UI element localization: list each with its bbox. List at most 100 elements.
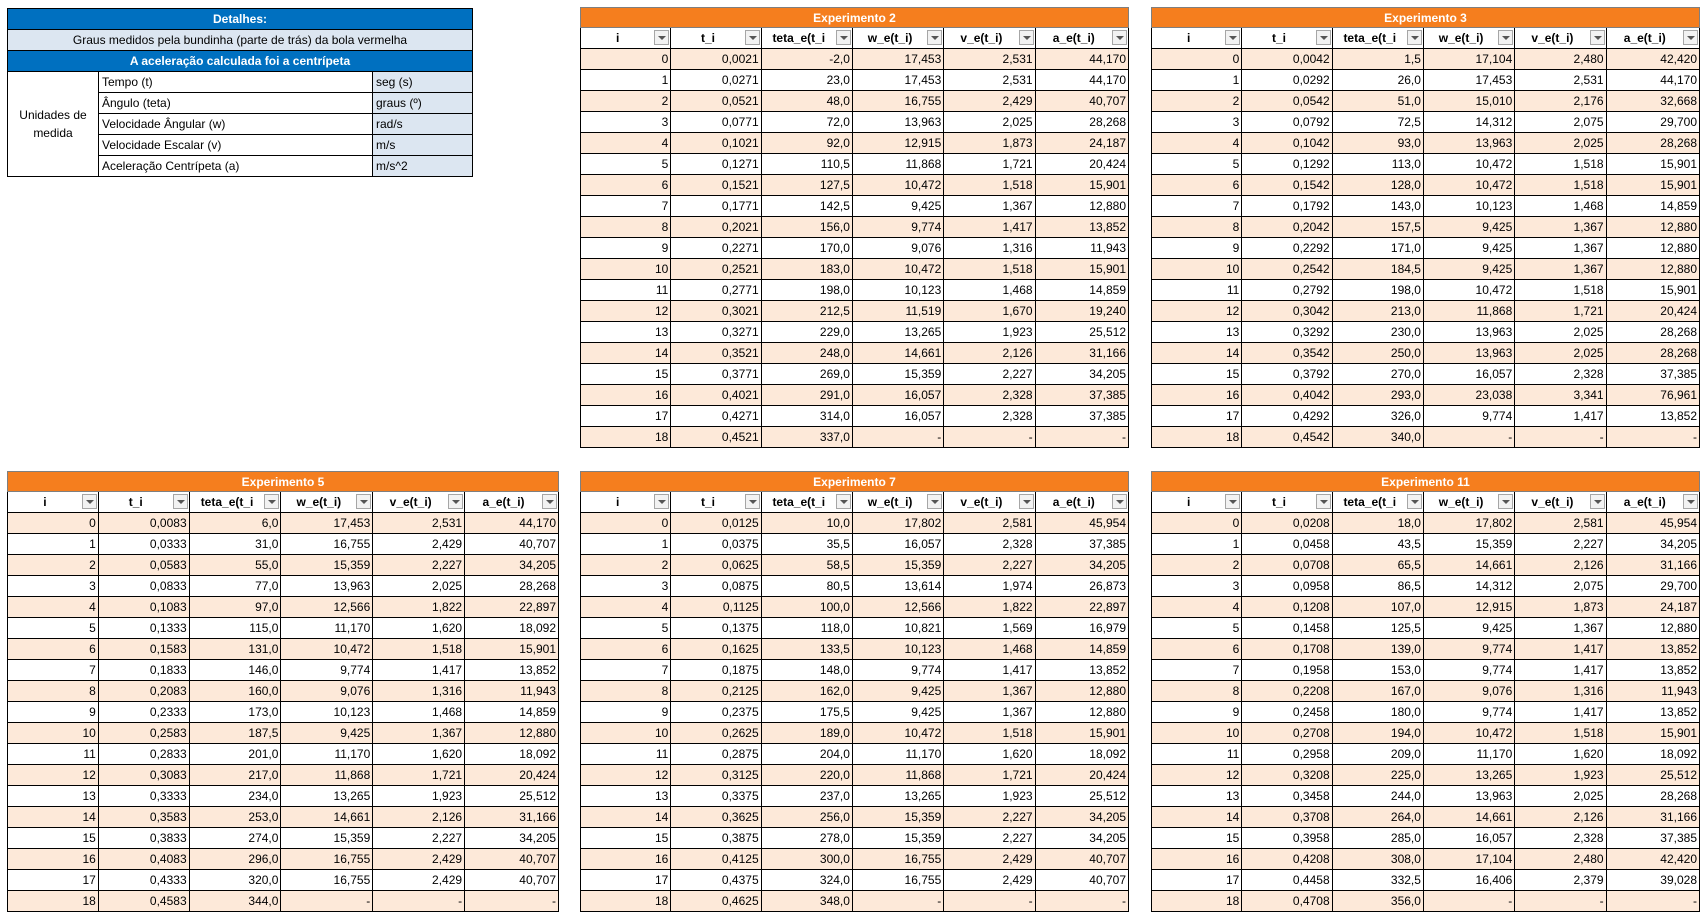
cell-theta[interactable]: 97,0 bbox=[188, 596, 282, 618]
cell-w[interactable]: 15,359 bbox=[1422, 533, 1516, 555]
cell-i[interactable]: 16 bbox=[579, 848, 672, 870]
cell-theta[interactable]: 198,0 bbox=[760, 279, 853, 301]
cell-theta[interactable]: 93,0 bbox=[1331, 132, 1424, 154]
cell-t[interactable]: 0,1458 bbox=[1241, 617, 1333, 639]
cell-v[interactable]: 1,468 bbox=[943, 638, 1036, 660]
cell-a[interactable]: 37,385 bbox=[1605, 827, 1701, 849]
cell-a[interactable]: 37,385 bbox=[1605, 363, 1701, 385]
unit-value-cell[interactable]: graus (º) bbox=[372, 92, 473, 114]
cell-w[interactable]: 13,963 bbox=[1422, 342, 1516, 364]
cell-theta[interactable]: 92,0 bbox=[760, 132, 853, 154]
cell-v[interactable]: 1,417 bbox=[1514, 701, 1607, 723]
cell-v[interactable]: 1,569 bbox=[943, 617, 1036, 639]
cell-w[interactable]: 15,359 bbox=[280, 554, 374, 576]
cell-theta[interactable]: 220,0 bbox=[760, 764, 853, 786]
cell-t[interactable]: 0,2271 bbox=[670, 237, 762, 259]
cell-t[interactable]: 0,4625 bbox=[670, 890, 762, 912]
cell-theta[interactable]: 43,5 bbox=[1331, 533, 1424, 555]
cell-a[interactable]: 13,852 bbox=[1605, 405, 1701, 427]
cell-i[interactable]: 8 bbox=[579, 680, 672, 702]
cell-theta[interactable]: 173,0 bbox=[188, 701, 282, 723]
cell-t[interactable]: 0,3208 bbox=[1241, 764, 1333, 786]
cell-theta[interactable]: 133,5 bbox=[760, 638, 853, 660]
cell-i[interactable]: 0 bbox=[579, 512, 672, 534]
cell-w[interactable]: 10,472 bbox=[851, 258, 945, 280]
cell-i[interactable]: 9 bbox=[1150, 237, 1243, 259]
cell-theta[interactable]: 48,0 bbox=[760, 90, 853, 112]
cell-a[interactable]: 14,859 bbox=[1605, 195, 1701, 217]
cell-w[interactable]: 11,868 bbox=[280, 764, 374, 786]
cell-w[interactable]: 9,425 bbox=[851, 701, 945, 723]
cell-t[interactable]: 0,2708 bbox=[1241, 722, 1333, 744]
cell-theta[interactable]: -2,0 bbox=[760, 48, 853, 70]
filter-dropdown-icon[interactable] bbox=[264, 494, 280, 509]
cell-v[interactable]: 2,531 bbox=[943, 48, 1036, 70]
cell-a[interactable]: 28,268 bbox=[1605, 132, 1701, 154]
cell-theta[interactable]: 212,5 bbox=[760, 300, 853, 322]
cell-w[interactable]: 16,057 bbox=[1422, 827, 1516, 849]
cell-a[interactable]: 15,901 bbox=[1605, 153, 1701, 175]
cell-w[interactable]: 16,755 bbox=[280, 869, 374, 891]
cell-t[interactable]: 0,2875 bbox=[670, 743, 762, 765]
cell-v[interactable]: - bbox=[1514, 426, 1607, 448]
cell-w[interactable]: 11,170 bbox=[280, 743, 374, 765]
cell-a[interactable]: 28,268 bbox=[1605, 785, 1701, 807]
filter-dropdown-icon[interactable] bbox=[654, 494, 670, 509]
cell-v[interactable]: 2,581 bbox=[943, 512, 1036, 534]
column-header-t[interactable]: t_i bbox=[1241, 27, 1333, 49]
cell-a[interactable]: 42,420 bbox=[1605, 848, 1701, 870]
cell-v[interactable]: 2,227 bbox=[1514, 533, 1607, 555]
cell-theta[interactable]: 100,0 bbox=[760, 596, 853, 618]
cell-t[interactable]: 0,3833 bbox=[97, 827, 190, 849]
cell-theta[interactable]: 198,0 bbox=[1331, 279, 1424, 301]
unit-name-cell[interactable]: Aceleração Centrípeta (a) bbox=[98, 155, 373, 177]
cell-a[interactable]: 18,092 bbox=[1034, 743, 1130, 765]
cell-theta[interactable]: 115,0 bbox=[188, 617, 282, 639]
cell-t[interactable]: 0,3271 bbox=[670, 321, 762, 343]
cell-theta[interactable]: 58,5 bbox=[760, 554, 853, 576]
cell-theta[interactable]: 194,0 bbox=[1331, 722, 1424, 744]
cell-i[interactable]: 0 bbox=[579, 48, 672, 70]
cell-w[interactable]: 9,774 bbox=[280, 659, 374, 681]
cell-i[interactable]: 17 bbox=[579, 869, 672, 891]
filter-dropdown-icon[interactable] bbox=[1683, 30, 1698, 45]
cell-v[interactable]: 2,126 bbox=[943, 342, 1036, 364]
cell-a[interactable]: 15,901 bbox=[1034, 174, 1130, 196]
cell-theta[interactable]: 230,0 bbox=[1331, 321, 1424, 343]
column-header-v[interactable]: v_e(t_i) bbox=[372, 491, 466, 513]
cell-v[interactable]: 2,328 bbox=[1514, 363, 1607, 385]
cell-t[interactable]: 0,4333 bbox=[97, 869, 190, 891]
cell-t[interactable]: 0,0875 bbox=[670, 575, 762, 597]
cell-w[interactable]: 13,265 bbox=[1422, 764, 1516, 786]
cell-v[interactable]: 1,316 bbox=[372, 680, 466, 702]
cell-t[interactable]: 0,1271 bbox=[670, 153, 762, 175]
cell-a[interactable]: 12,880 bbox=[1605, 258, 1701, 280]
cell-v[interactable]: 1,822 bbox=[943, 596, 1036, 618]
cell-theta[interactable]: 237,0 bbox=[760, 785, 853, 807]
filter-dropdown-icon[interactable] bbox=[356, 494, 372, 509]
cell-theta[interactable]: 6,0 bbox=[188, 512, 282, 534]
cell-i[interactable]: 18 bbox=[1150, 890, 1243, 912]
cell-theta[interactable]: 213,0 bbox=[1331, 300, 1424, 322]
cell-theta[interactable]: 139,0 bbox=[1331, 638, 1424, 660]
cell-i[interactable]: 8 bbox=[1150, 216, 1243, 238]
cell-w[interactable]: 17,453 bbox=[851, 69, 945, 91]
cell-w[interactable]: - bbox=[280, 890, 374, 912]
cell-i[interactable]: 11 bbox=[579, 743, 672, 765]
cell-t[interactable]: 0,3958 bbox=[1241, 827, 1333, 849]
cell-i[interactable]: 6 bbox=[7, 638, 99, 660]
cell-w[interactable]: 11,170 bbox=[851, 743, 945, 765]
column-header-i[interactable]: i bbox=[1150, 491, 1243, 513]
cell-a[interactable]: 12,880 bbox=[1034, 195, 1130, 217]
acceleration-note[interactable]: A aceleração calculada foi a centrípeta bbox=[7, 50, 473, 72]
cell-theta[interactable]: 10,0 bbox=[760, 512, 853, 534]
cell-theta[interactable]: 23,0 bbox=[760, 69, 853, 91]
cell-v[interactable]: 1,974 bbox=[943, 575, 1036, 597]
cell-t[interactable]: 0,2292 bbox=[1241, 237, 1333, 259]
cell-v[interactable]: 3,341 bbox=[1514, 384, 1607, 406]
cell-w[interactable]: 9,425 bbox=[1422, 258, 1516, 280]
cell-theta[interactable]: 332,5 bbox=[1331, 869, 1424, 891]
cell-i[interactable]: 18 bbox=[579, 426, 672, 448]
cell-v[interactable]: 2,429 bbox=[372, 533, 466, 555]
filter-dropdown-icon[interactable] bbox=[927, 494, 943, 509]
